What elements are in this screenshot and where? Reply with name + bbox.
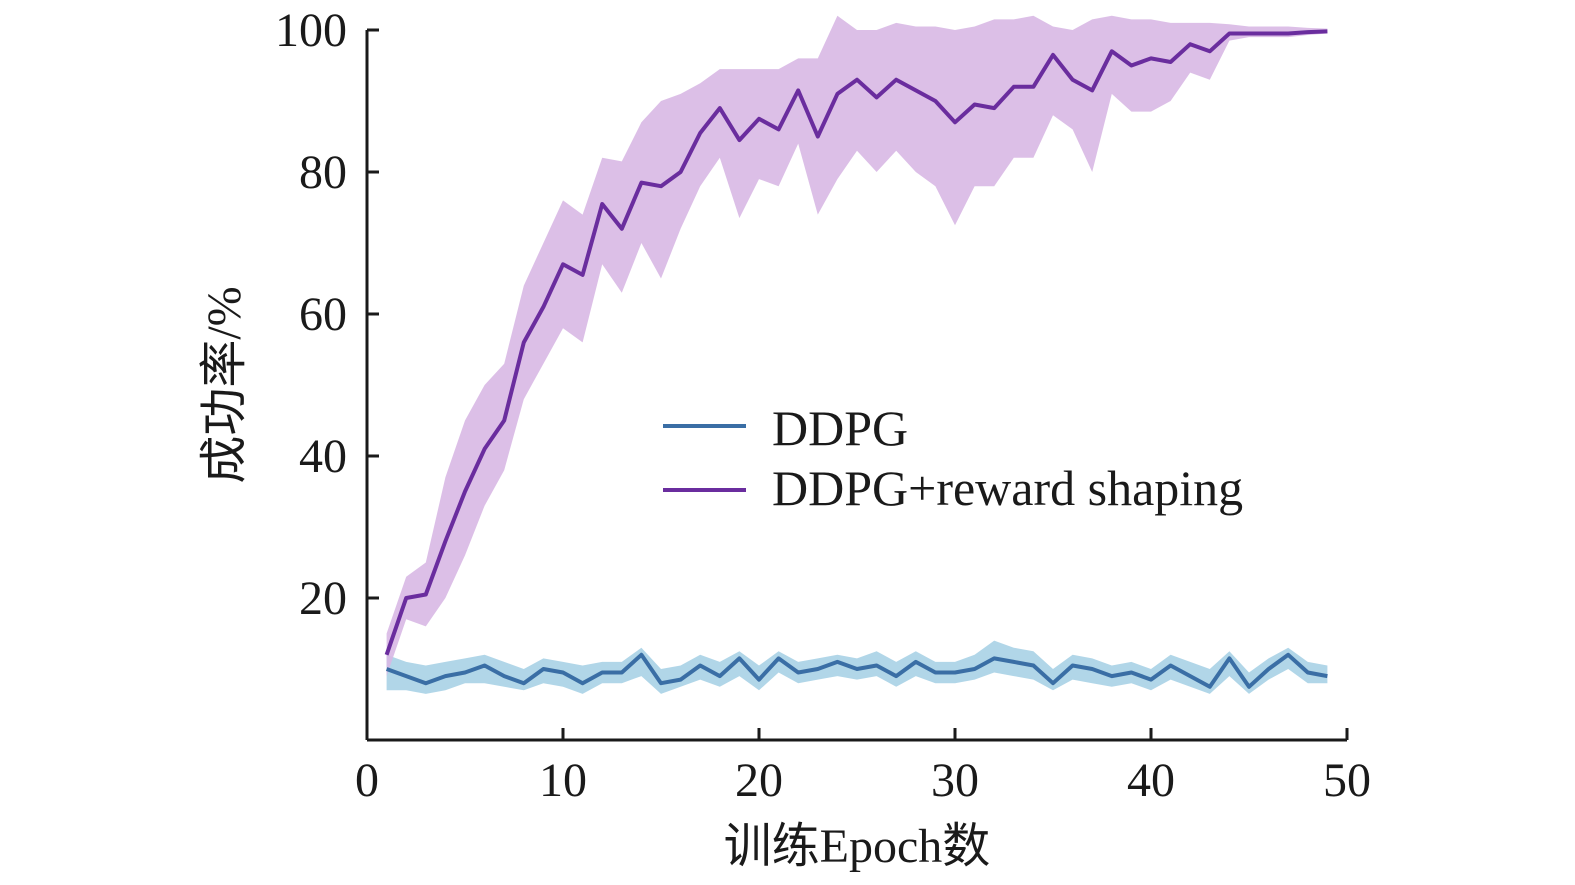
x-tick-label: 10 [539, 754, 587, 807]
series-lines [384, 29, 1328, 689]
x-ticks: 0 10 20 30 40 50 [355, 728, 1371, 807]
y-ticks: 20 40 60 80 100 [275, 4, 379, 625]
series-line-ddpg [385, 652, 1328, 689]
legend: DDPG DDPG+reward shaping [663, 400, 1243, 516]
axes [365, 30, 1347, 742]
legend-label-ddpg: DDPG [772, 400, 908, 456]
x-tick-label: 30 [931, 754, 979, 807]
x-tick-label: 40 [1127, 754, 1175, 807]
x-tick-label: 0 [355, 754, 379, 807]
x-tick-label: 20 [735, 754, 783, 807]
series-line-ddpg-reward-shaping [384, 29, 1328, 656]
band-ddpg-reward-shaping [386, 15, 1328, 677]
y-tick-label: 60 [299, 288, 347, 341]
y-tick-label: 100 [275, 4, 347, 57]
y-tick-label: 20 [299, 572, 347, 625]
legend-label-ddpg-reward-shaping: DDPG+reward shaping [772, 460, 1243, 516]
y-tick-label: 80 [299, 146, 347, 199]
x-axis-label: 训练Epoch数 [724, 820, 991, 873]
y-axis-label: 成功率/% [198, 286, 251, 483]
y-tick-label: 40 [299, 430, 347, 483]
confidence-bands [386, 15, 1328, 694]
x-tick-label: 50 [1323, 754, 1371, 807]
